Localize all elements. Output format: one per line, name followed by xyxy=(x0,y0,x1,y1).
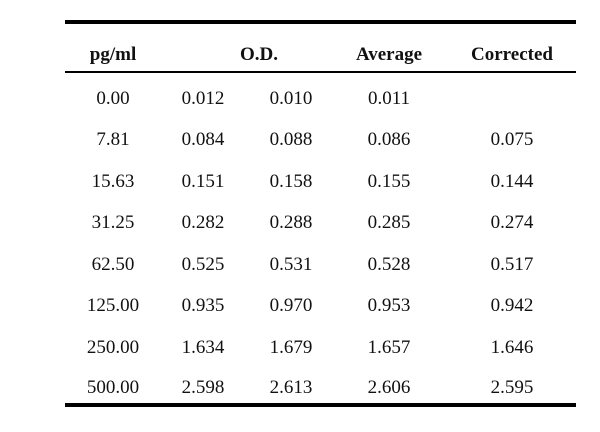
cell-od-2: 2.613 xyxy=(269,377,313,398)
header-od: O.D. xyxy=(240,44,278,65)
cell-average: 0.528 xyxy=(367,254,411,275)
cell-od-1: 0.525 xyxy=(181,254,225,275)
cell-od-2: 0.010 xyxy=(269,88,313,109)
cell-od-2: 0.970 xyxy=(269,295,313,316)
cell-average: 0.155 xyxy=(367,171,411,192)
table-row: 250.00 1.634 1.679 1.657 1.646 xyxy=(0,337,600,359)
table-row: 7.81 0.084 0.088 0.086 0.075 xyxy=(0,129,600,151)
cell-corrected: 0.274 xyxy=(490,212,534,233)
table-bottom-rule xyxy=(65,403,576,407)
table-row: 0.00 0.012 0.010 0.011 xyxy=(0,88,600,110)
cell-corrected: 0.075 xyxy=(490,129,534,150)
cell-corrected: 0.517 xyxy=(490,254,534,275)
cell-od-2: 1.679 xyxy=(269,337,313,358)
cell-od-2: 0.088 xyxy=(269,129,313,150)
table-row: 125.00 0.935 0.970 0.953 0.942 xyxy=(0,295,600,317)
cell-corrected: 0.144 xyxy=(490,171,534,192)
cell-od-2: 0.531 xyxy=(269,254,313,275)
cell-od-1: 0.151 xyxy=(181,171,225,192)
cell-average: 2.606 xyxy=(367,377,411,398)
cell-concentration: 125.00 xyxy=(86,295,140,316)
table-row: 15.63 0.151 0.158 0.155 0.144 xyxy=(0,171,600,193)
cell-corrected: 1.646 xyxy=(490,337,534,358)
cell-od-1: 2.598 xyxy=(181,377,225,398)
header-average: Average xyxy=(355,44,423,65)
cell-concentration: 7.81 xyxy=(96,129,130,150)
cell-average: 0.285 xyxy=(367,212,411,233)
cell-average: 0.011 xyxy=(367,88,411,109)
cell-concentration: 62.50 xyxy=(91,254,135,275)
table-row: 500.00 2.598 2.613 2.606 2.595 xyxy=(0,377,600,399)
cell-corrected: 2.595 xyxy=(490,377,534,398)
cell-od-1: 1.634 xyxy=(181,337,225,358)
cell-concentration: 15.63 xyxy=(91,171,135,192)
cell-average: 0.953 xyxy=(367,295,411,316)
table-header-rule xyxy=(65,71,576,73)
cell-average: 0.086 xyxy=(367,129,411,150)
cell-od-2: 0.158 xyxy=(269,171,313,192)
cell-od-1: 0.084 xyxy=(181,129,225,150)
cell-od-1: 0.282 xyxy=(181,212,225,233)
table-row: 31.25 0.282 0.288 0.285 0.274 xyxy=(0,212,600,234)
cell-concentration: 0.00 xyxy=(96,88,130,109)
cell-concentration: 250.00 xyxy=(86,337,140,358)
table-top-rule xyxy=(65,20,576,24)
cell-corrected: 0.942 xyxy=(490,295,534,316)
cell-od-1: 0.935 xyxy=(181,295,225,316)
cell-average: 1.657 xyxy=(367,337,411,358)
header-concentration: pg/ml xyxy=(89,44,137,65)
cell-concentration: 31.25 xyxy=(91,212,135,233)
table-row: 62.50 0.525 0.531 0.528 0.517 xyxy=(0,254,600,276)
cell-od-2: 0.288 xyxy=(269,212,313,233)
cell-od-1: 0.012 xyxy=(181,88,225,109)
cell-concentration: 500.00 xyxy=(86,377,140,398)
header-corrected: Corrected xyxy=(471,44,553,65)
